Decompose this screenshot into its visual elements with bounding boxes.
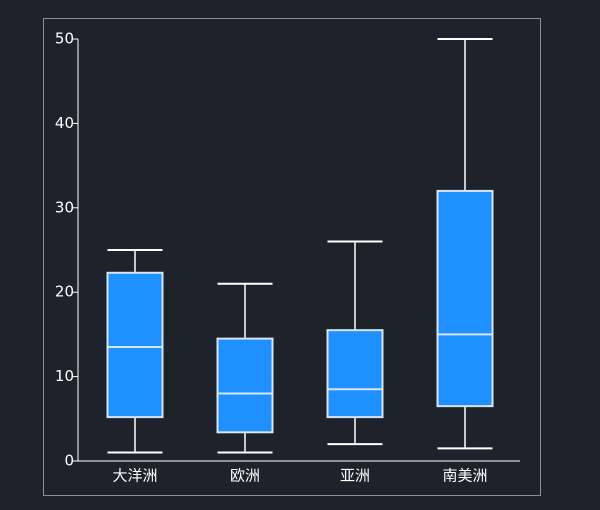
y-tick-label: 50 [55,30,74,48]
box [106,271,164,419]
box [216,337,274,434]
x-tick-label: 大洋洲 [112,467,157,485]
box [326,329,384,419]
y-tick-label: 0 [64,452,74,470]
y-tick-label: 30 [55,198,74,216]
y-tick-label: 20 [55,283,74,301]
y-tick-label: 40 [55,114,74,132]
x-tick-label: 亚洲 [340,467,370,485]
x-tick-label: 南美洲 [442,467,487,485]
box [436,189,494,408]
x-tick-label: 欧洲 [230,467,260,485]
chart-frame [43,18,541,496]
y-tick-label: 10 [55,367,74,385]
